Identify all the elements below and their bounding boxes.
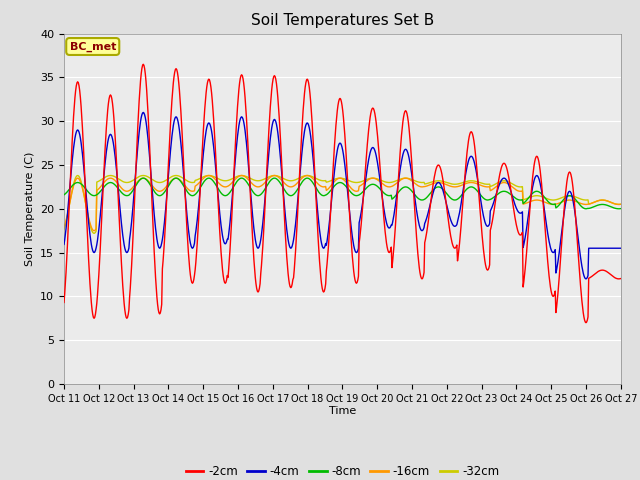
Title: Soil Temperatures Set B: Soil Temperatures Set B [251, 13, 434, 28]
X-axis label: Time: Time [329, 407, 356, 417]
Text: BC_met: BC_met [70, 41, 116, 52]
Y-axis label: Soil Temperature (C): Soil Temperature (C) [24, 152, 35, 266]
Legend: -2cm, -4cm, -8cm, -16cm, -32cm: -2cm, -4cm, -8cm, -16cm, -32cm [181, 461, 504, 480]
